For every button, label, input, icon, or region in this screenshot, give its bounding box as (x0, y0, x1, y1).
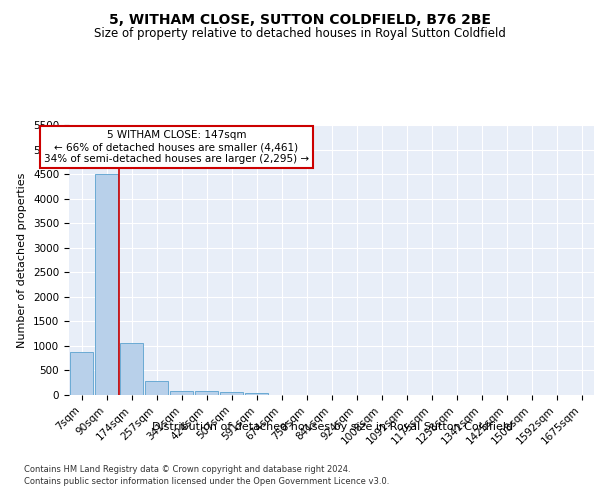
Bar (195, 392, 218, 395)
Text: Size of property relative to detached houses in Royal Sutton Coldfield: Size of property relative to detached ho… (94, 28, 506, 40)
Bar (145, 381, 168, 395)
Text: Distribution of detached houses by size in Royal Sutton Coldfield: Distribution of detached houses by size … (152, 422, 514, 432)
Bar (170, 390, 193, 395)
Text: Contains HM Land Registry data © Crown copyright and database right 2024.: Contains HM Land Registry data © Crown c… (24, 465, 350, 474)
Bar (95, 174, 118, 395)
Bar (220, 392, 243, 395)
Text: 5 WITHAM CLOSE: 147sqm
← 66% of detached houses are smaller (4,461)
34% of semi-: 5 WITHAM CLOSE: 147sqm ← 66% of detached… (44, 130, 309, 164)
Y-axis label: Number of detached properties: Number of detached properties (17, 172, 28, 348)
Text: Contains public sector information licensed under the Open Government Licence v3: Contains public sector information licen… (24, 478, 389, 486)
Text: 5, WITHAM CLOSE, SUTTON COLDFIELD, B76 2BE: 5, WITHAM CLOSE, SUTTON COLDFIELD, B76 2… (109, 12, 491, 26)
Bar (120, 344, 143, 395)
Bar (70, 352, 93, 395)
Bar (245, 392, 268, 395)
